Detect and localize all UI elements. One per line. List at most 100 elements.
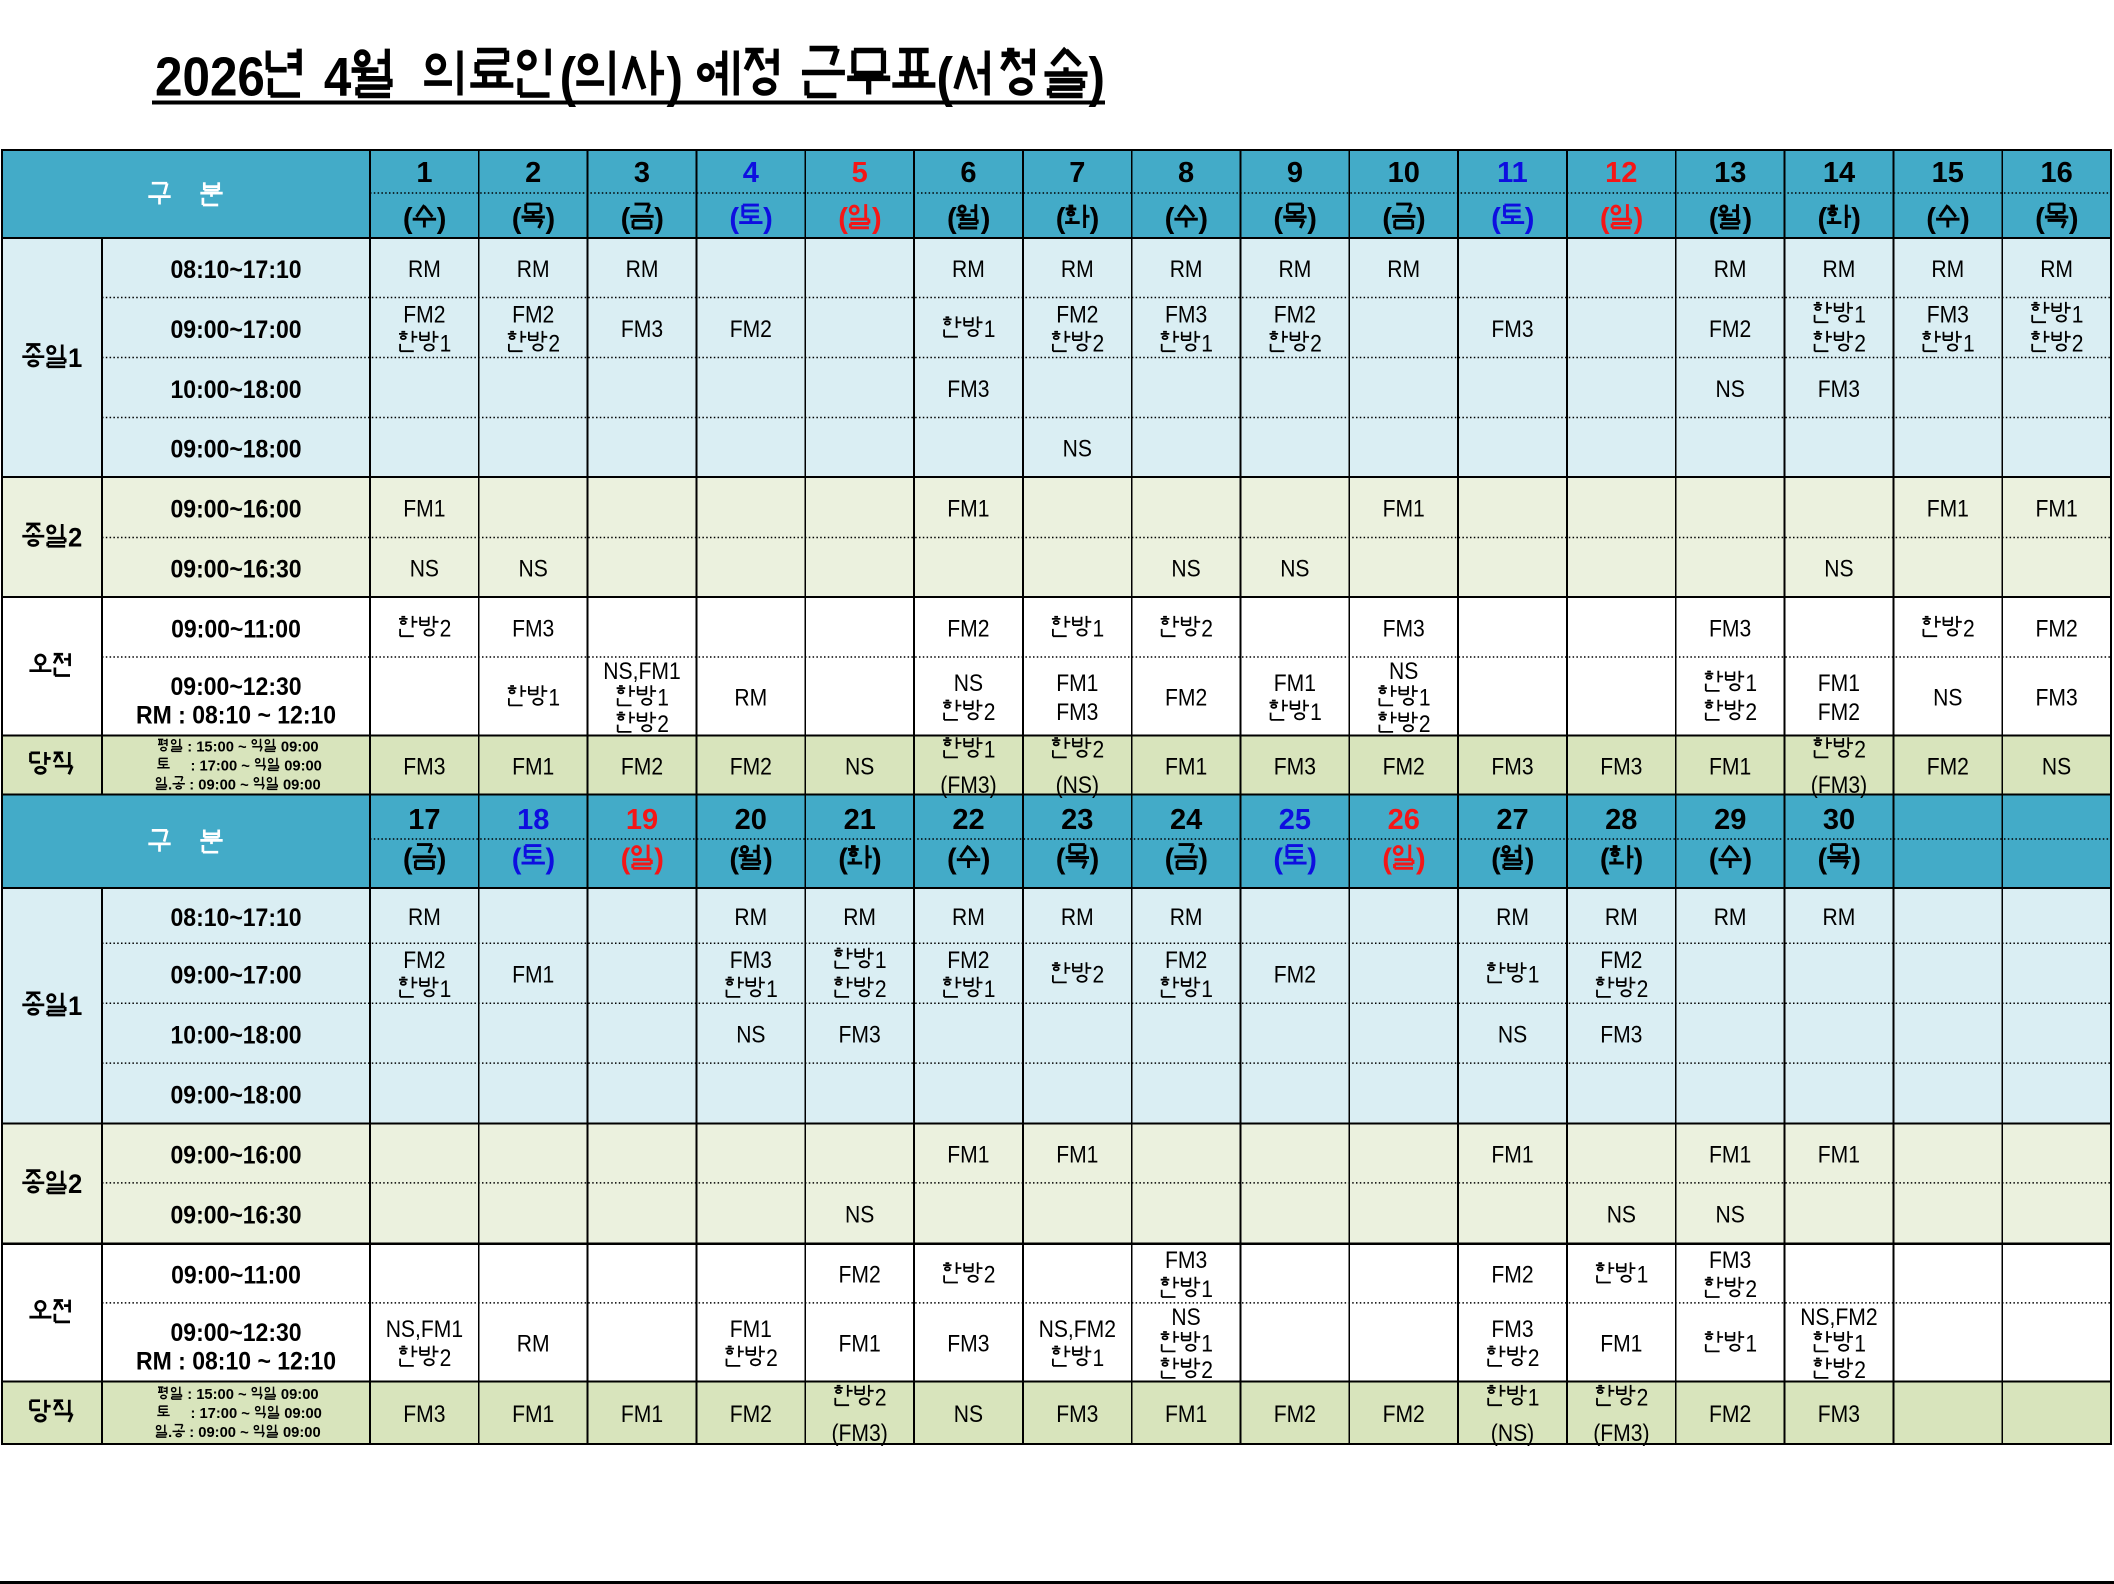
svg-text:FM1: FM1 bbox=[1818, 670, 1860, 697]
svg-text:(: ( bbox=[1165, 203, 1175, 235]
svg-text:FM1: FM1 bbox=[730, 1316, 772, 1343]
svg-text:): ) bbox=[546, 203, 556, 235]
svg-text:): ) bbox=[437, 844, 447, 876]
svg-text:RM: RM bbox=[1170, 256, 1203, 283]
svg-text:09:00~16:30: 09:00~16:30 bbox=[171, 556, 302, 584]
svg-text:1: 1 bbox=[984, 316, 996, 343]
svg-text:09:00: 09:00 bbox=[277, 1386, 319, 1403]
svg-text:4: 4 bbox=[310, 47, 352, 108]
svg-text:): ) bbox=[1307, 844, 1317, 876]
svg-text:1: 1 bbox=[657, 685, 669, 712]
svg-text:): ) bbox=[2069, 203, 2079, 235]
svg-text:): ) bbox=[1090, 844, 1100, 876]
svg-text:25: 25 bbox=[1279, 804, 1311, 836]
svg-text:9: 9 bbox=[1287, 157, 1303, 189]
svg-text:(: ( bbox=[1926, 203, 1936, 235]
svg-text:1: 1 bbox=[1093, 615, 1105, 642]
svg-text:RM : 08:10 ~ 12:10: RM : 08:10 ~ 12:10 bbox=[136, 701, 336, 729]
svg-text:NS: NS bbox=[736, 1022, 765, 1049]
svg-text:FM2: FM2 bbox=[1165, 685, 1207, 712]
svg-text:NS: NS bbox=[1171, 556, 1200, 583]
svg-text:RM: RM bbox=[1061, 256, 1094, 283]
svg-text:10: 10 bbox=[1388, 157, 1420, 189]
svg-text:): ) bbox=[763, 203, 773, 235]
svg-text:2: 2 bbox=[766, 1345, 778, 1372]
svg-text:NS: NS bbox=[954, 1401, 983, 1428]
svg-text:FM2: FM2 bbox=[730, 753, 772, 780]
svg-text:30: 30 bbox=[1823, 804, 1855, 836]
svg-text:1: 1 bbox=[440, 330, 452, 357]
svg-text:2: 2 bbox=[1201, 1357, 1213, 1384]
svg-text:FM3: FM3 bbox=[1709, 1247, 1751, 1274]
svg-text:: 09:00 ~: : 09:00 ~ bbox=[185, 1424, 253, 1441]
svg-text:): ) bbox=[437, 203, 447, 235]
svg-text:RM: RM bbox=[952, 904, 985, 931]
svg-text:FM3: FM3 bbox=[1600, 1022, 1642, 1049]
svg-text:FM2: FM2 bbox=[1818, 699, 1860, 726]
svg-text:18: 18 bbox=[517, 804, 549, 836]
svg-text:(: ( bbox=[1273, 844, 1283, 876]
svg-text:2: 2 bbox=[548, 330, 560, 357]
svg-text:RM: RM bbox=[734, 904, 767, 931]
svg-text:09:00~16:00: 09:00~16:00 bbox=[171, 1142, 302, 1170]
svg-text:2: 2 bbox=[440, 1345, 452, 1372]
svg-text:09:00~11:00: 09:00~11:00 bbox=[171, 1262, 301, 1290]
svg-text:RM: RM bbox=[843, 904, 876, 931]
svg-text:FM1: FM1 bbox=[1056, 670, 1098, 697]
svg-text:RM: RM bbox=[1823, 256, 1856, 283]
svg-text:FM2: FM2 bbox=[403, 301, 445, 328]
svg-text:FM2: FM2 bbox=[1600, 947, 1642, 974]
svg-text:(: ( bbox=[838, 203, 848, 235]
svg-text:7: 7 bbox=[1069, 157, 1085, 189]
svg-text:NS: NS bbox=[1933, 685, 1962, 712]
svg-text:FM2: FM2 bbox=[1383, 753, 1425, 780]
svg-text:2: 2 bbox=[1854, 1357, 1866, 1384]
svg-text:(: ( bbox=[560, 47, 577, 108]
svg-text:RM: RM bbox=[626, 256, 659, 283]
svg-text:09:00~18:00: 09:00~18:00 bbox=[171, 436, 302, 464]
svg-text:RM: RM bbox=[1714, 904, 1747, 931]
svg-text:NS,FM2: NS,FM2 bbox=[1039, 1316, 1116, 1343]
svg-text:FM2: FM2 bbox=[403, 947, 445, 974]
svg-text:(NS): (NS) bbox=[1056, 772, 1099, 799]
svg-text:(: ( bbox=[1165, 844, 1175, 876]
svg-text:): ) bbox=[1416, 203, 1426, 235]
svg-text:FM3: FM3 bbox=[1274, 753, 1316, 780]
svg-text:(: ( bbox=[1818, 844, 1828, 876]
svg-text:NS: NS bbox=[1280, 556, 1309, 583]
svg-text:1: 1 bbox=[1854, 1331, 1866, 1358]
svg-text:15: 15 bbox=[1932, 157, 1964, 189]
svg-text:2: 2 bbox=[1528, 1345, 1540, 1372]
svg-text:1: 1 bbox=[2072, 301, 2084, 328]
svg-text:23: 23 bbox=[1061, 804, 1093, 836]
svg-text:1: 1 bbox=[1637, 1262, 1649, 1289]
svg-text:FM2: FM2 bbox=[621, 753, 663, 780]
svg-text:FM2: FM2 bbox=[1383, 1401, 1425, 1428]
svg-text:NS: NS bbox=[845, 1202, 874, 1229]
svg-text:FM1: FM1 bbox=[512, 1401, 554, 1428]
svg-text:NS: NS bbox=[1171, 1304, 1200, 1331]
svg-text:NS: NS bbox=[1716, 376, 1745, 403]
svg-text:1: 1 bbox=[416, 157, 432, 189]
svg-text:): ) bbox=[546, 844, 556, 876]
svg-text:): ) bbox=[1960, 203, 1970, 235]
svg-text:1: 1 bbox=[984, 976, 996, 1003]
svg-text:1: 1 bbox=[1854, 301, 1866, 328]
svg-text:1: 1 bbox=[1419, 685, 1431, 712]
svg-text:RM: RM bbox=[1931, 256, 1964, 283]
svg-text:): ) bbox=[1851, 844, 1861, 876]
svg-text:RM: RM bbox=[1279, 256, 1312, 283]
svg-text:): ) bbox=[872, 844, 882, 876]
svg-text:2: 2 bbox=[984, 1262, 996, 1289]
svg-text:2: 2 bbox=[1201, 615, 1213, 642]
svg-text:08:10~17:10: 08:10~17:10 bbox=[171, 256, 302, 284]
svg-text:29: 29 bbox=[1714, 804, 1746, 836]
svg-text:RM: RM bbox=[1714, 256, 1747, 283]
svg-text:(: ( bbox=[947, 844, 957, 876]
svg-text:FM3: FM3 bbox=[621, 316, 663, 343]
svg-text:1: 1 bbox=[548, 685, 560, 712]
svg-text:): ) bbox=[763, 844, 773, 876]
svg-text:FM3: FM3 bbox=[2036, 685, 2078, 712]
svg-text:FM3: FM3 bbox=[730, 947, 772, 974]
svg-text:NS: NS bbox=[410, 556, 439, 583]
